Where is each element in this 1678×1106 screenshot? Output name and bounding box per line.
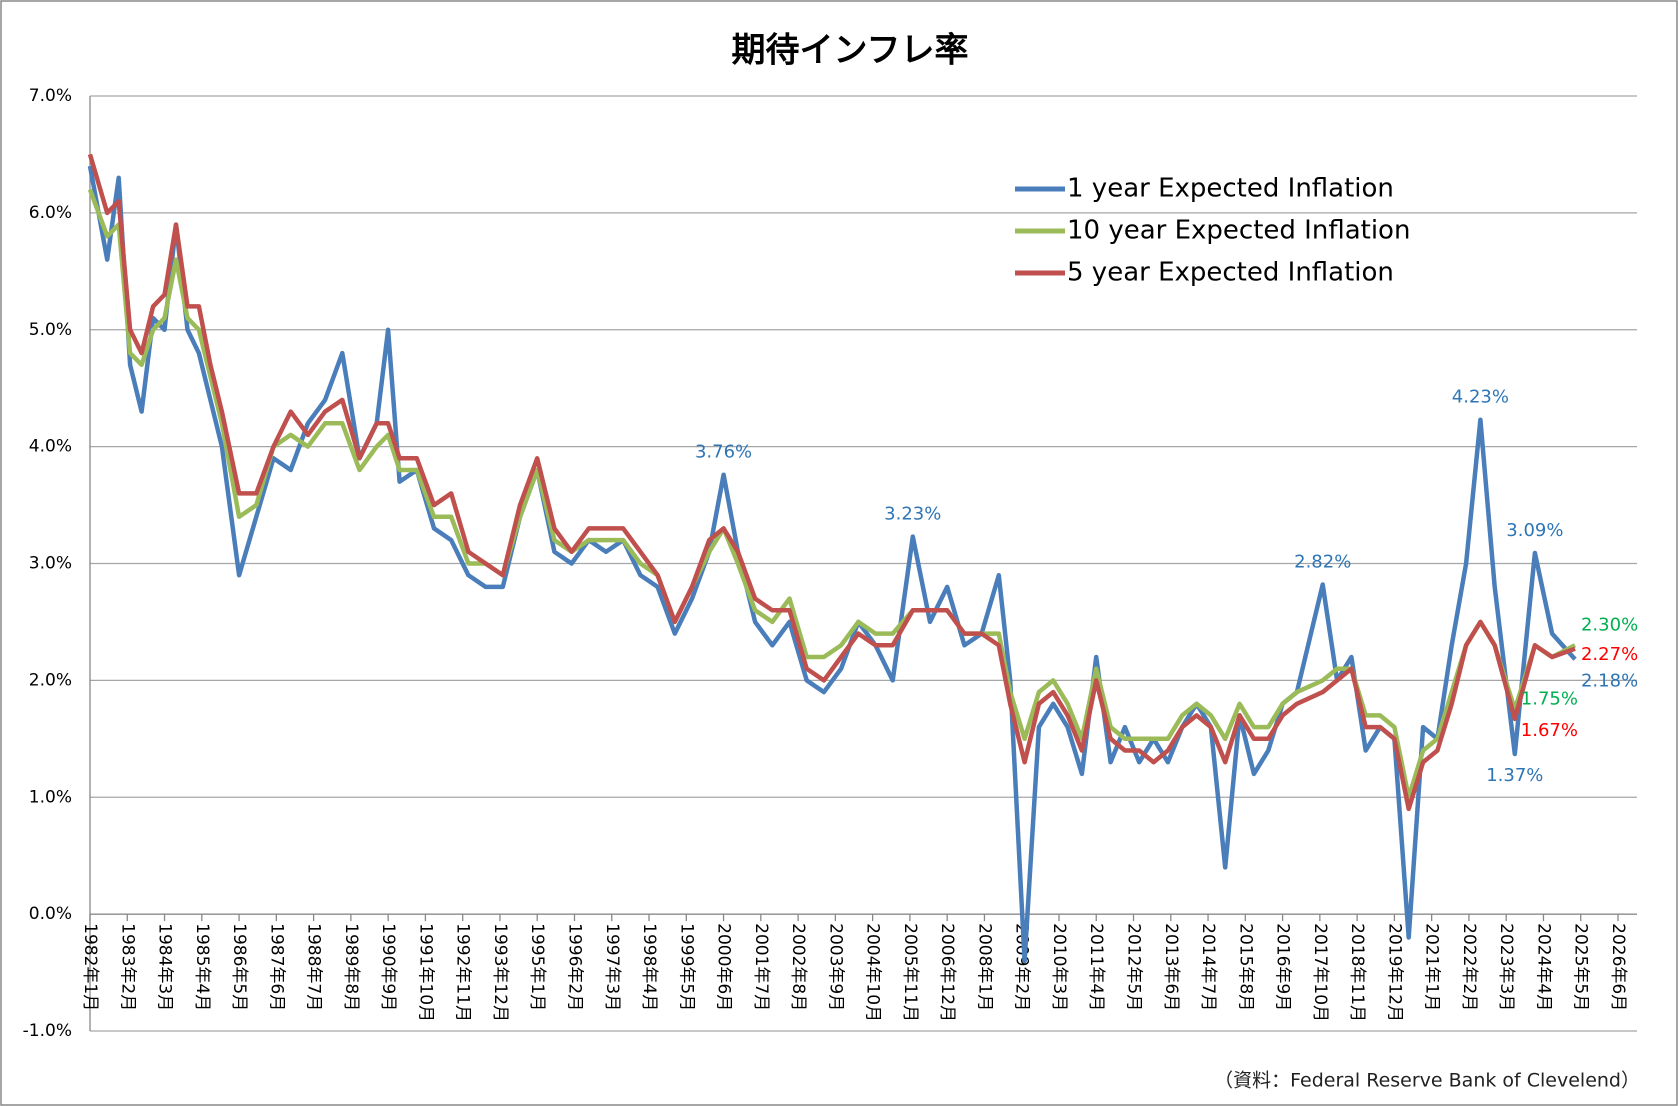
- y-tick-label: 7.0%: [29, 86, 72, 106]
- y-tick-label: 0.0%: [29, 904, 72, 924]
- x-tick-label: 1992年11月: [453, 923, 473, 1022]
- x-tick-label: 1985年4月: [192, 923, 212, 1011]
- data-label: 2.30%: [1581, 614, 1638, 635]
- data-label: 1.37%: [1486, 765, 1543, 786]
- x-tick-label: 1986年5月: [229, 923, 249, 1011]
- x-tick-label: 2026年6月: [1608, 923, 1628, 1011]
- x-tick-label: 1990年9月: [378, 923, 398, 1011]
- legend-label: 1 year Expected Inflation: [1067, 174, 1394, 204]
- x-tick-label: 2014年7月: [1198, 923, 1218, 1011]
- x-tick-label: 1982年1月: [80, 923, 100, 1011]
- x-tick-label: 1998年4月: [639, 923, 659, 1011]
- series-line: [87, 153, 1576, 812]
- data-label: 1.75%: [1521, 689, 1578, 710]
- y-tick-label: 2.0%: [29, 670, 72, 690]
- x-tick-label: 2022年2月: [1459, 923, 1479, 1011]
- data-label: 3.23%: [884, 504, 941, 525]
- data-label: 1.67%: [1521, 720, 1578, 741]
- x-tick-label: 2000年6月: [714, 923, 734, 1011]
- x-tick-label: 1996年2月: [564, 923, 584, 1011]
- x-tick-label: 2023年3月: [1496, 923, 1516, 1011]
- x-tick-label: 1989年8月: [341, 923, 361, 1011]
- y-tick-label: 5.0%: [29, 320, 72, 340]
- x-tick-label: 2016年9月: [1273, 923, 1293, 1011]
- x-tick-label: 2008年1月: [974, 923, 994, 1011]
- x-tick-label: 2012年5月: [1124, 923, 1144, 1011]
- x-tick-label: 1988年7月: [304, 923, 324, 1011]
- x-tick-label: 1987年6月: [266, 923, 286, 1011]
- x-tick-label: 2011年4月: [1086, 923, 1106, 1011]
- y-tick-label: -1.0%: [23, 1021, 72, 1041]
- chart-title: 期待インフレ率: [732, 31, 969, 71]
- x-tick-label: 2024年4月: [1533, 923, 1553, 1011]
- x-tick-label: 2004年10月: [863, 923, 883, 1022]
- x-tick-label: 2002年8月: [788, 923, 808, 1011]
- y-tick-label: 4.0%: [29, 437, 72, 457]
- series-line: [87, 188, 1577, 800]
- x-tick-label: 2025年5月: [1571, 923, 1591, 1011]
- y-tick-label: 1.0%: [29, 787, 72, 807]
- legend-label: 10 year Expected Inflation: [1067, 216, 1410, 246]
- data-label: 3.09%: [1506, 520, 1563, 541]
- x-tick-label: 2006年12月: [937, 923, 957, 1022]
- x-tick-label: 2019年12月: [1384, 923, 1404, 1022]
- x-tick-label: 1997年3月: [602, 923, 622, 1011]
- x-tick-label: 1983年2月: [117, 923, 137, 1011]
- source-note: （資料：Federal Reserve Bank of Clevelend）: [1214, 1070, 1640, 1092]
- y-tick-label: 3.0%: [29, 554, 72, 574]
- x-tick-label: 2001年7月: [751, 923, 771, 1011]
- x-tick-label: 2018年11月: [1347, 923, 1367, 1022]
- data-label: 2.27%: [1581, 644, 1638, 665]
- x-tick-label: 2017年10月: [1310, 923, 1330, 1022]
- legend-label: 5 year Expected Inflation: [1067, 258, 1394, 288]
- y-tick-label: 6.0%: [29, 203, 72, 223]
- data-label: 2.18%: [1581, 670, 1638, 691]
- x-tick-label: 2013年6月: [1161, 923, 1181, 1011]
- x-tick-label: 1999年5月: [676, 923, 696, 1011]
- x-tick-label: 1993年12月: [490, 923, 510, 1022]
- x-tick-label: 1984年3月: [155, 923, 175, 1011]
- x-tick-label: 2003年9月: [825, 923, 845, 1011]
- x-tick-label: 2015年8月: [1235, 923, 1255, 1011]
- data-label: 3.76%: [695, 442, 752, 463]
- x-tick-label: 1995年1月: [527, 923, 547, 1011]
- x-tick-label: 1991年10月: [415, 923, 435, 1022]
- x-tick-label: 2005年11月: [900, 923, 920, 1022]
- x-tick-label: 2010年3月: [1049, 923, 1069, 1011]
- data-label: 2.82%: [1294, 552, 1351, 573]
- data-label: 4.23%: [1452, 387, 1509, 408]
- x-tick-label: 2021年1月: [1422, 923, 1442, 1011]
